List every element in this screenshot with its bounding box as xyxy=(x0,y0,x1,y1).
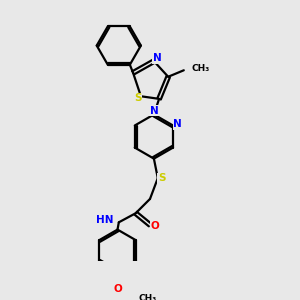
Text: O: O xyxy=(150,221,159,231)
Text: CH₃: CH₃ xyxy=(138,294,157,300)
Text: S: S xyxy=(158,173,165,183)
Text: N: N xyxy=(149,106,158,116)
Text: S: S xyxy=(134,93,142,103)
Text: CH₃: CH₃ xyxy=(191,64,209,74)
Text: N: N xyxy=(153,53,161,63)
Text: O: O xyxy=(113,284,122,294)
Text: HN: HN xyxy=(96,215,114,225)
Text: N: N xyxy=(173,119,182,129)
